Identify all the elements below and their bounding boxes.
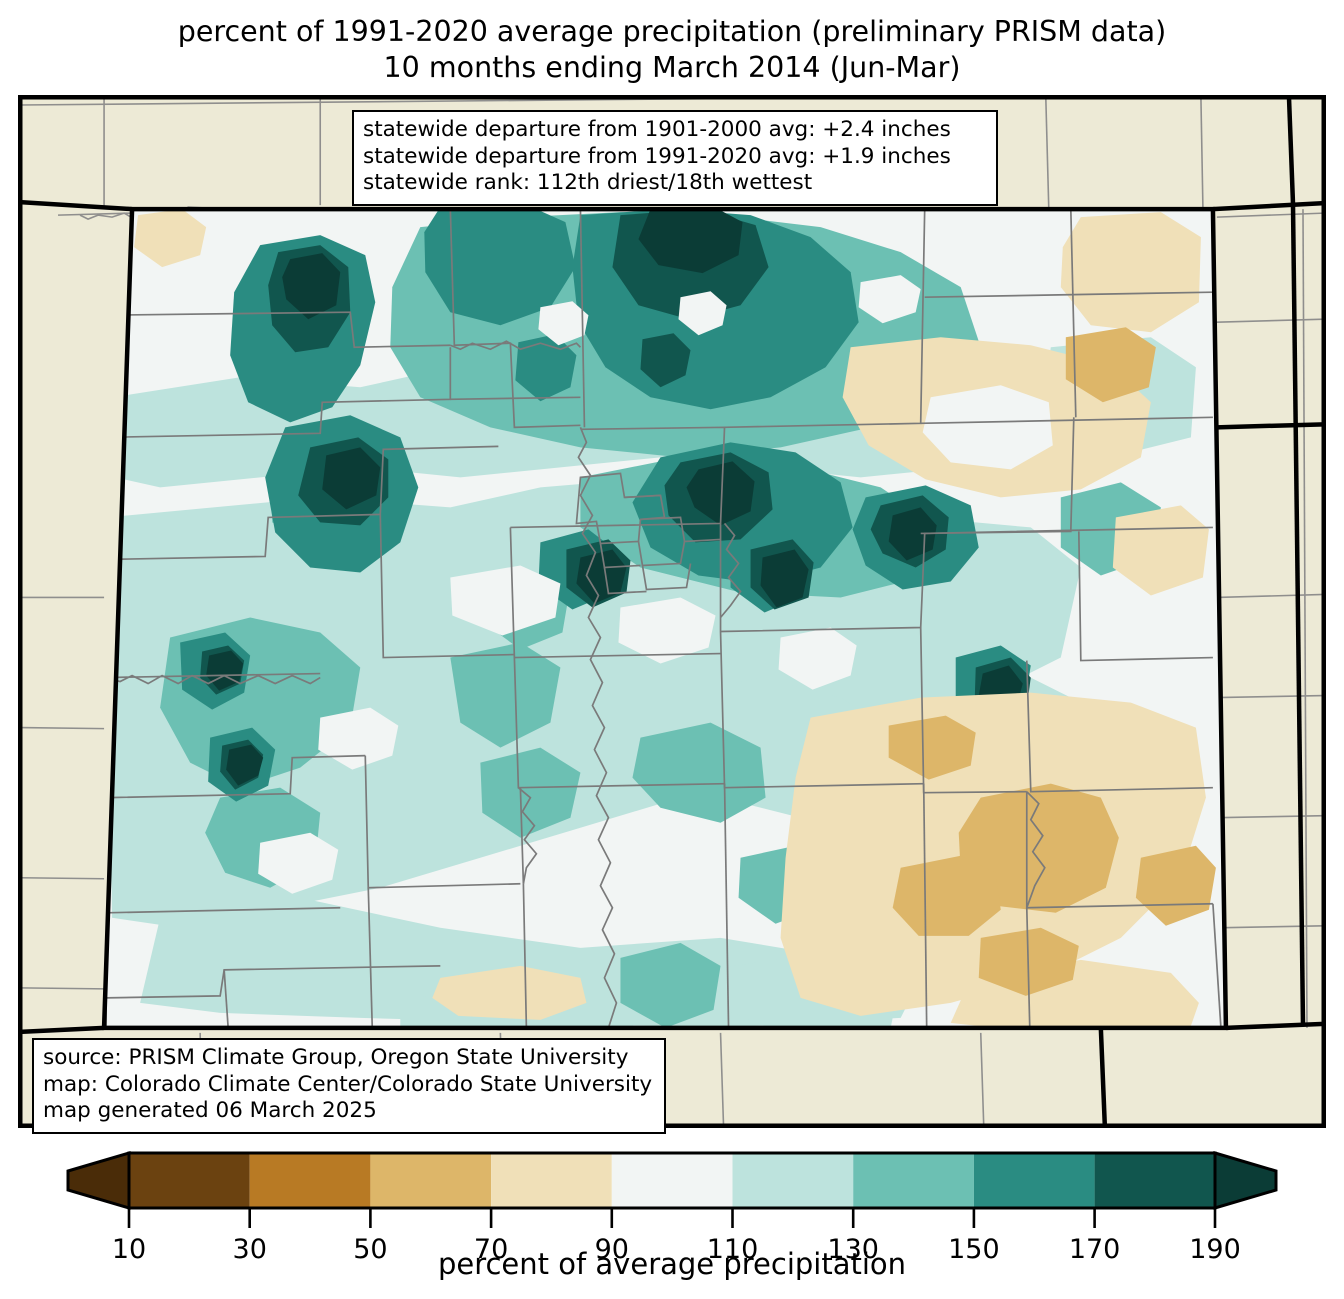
band-50-70 xyxy=(888,327,1216,996)
colorbar-ticks xyxy=(127,1208,1217,1228)
colorado-precipitation-map xyxy=(20,97,1324,1126)
stats-rank: statewide rank: 112th driest/18th wettes… xyxy=(363,170,813,195)
map-canvas xyxy=(18,95,1326,1128)
stats-departure-1901-2000: statewide departure from 1901-2000 avg: … xyxy=(363,117,951,142)
colorbar-svg: 10 30 50 70 90 110 130 150 170 190 xyxy=(66,1150,1278,1265)
colorbar: 10 30 50 70 90 110 130 150 170 190 xyxy=(0,1148,1344,1299)
source-credits-box: source: PRISM Climate Group, Oregon Stat… xyxy=(32,1038,666,1134)
colorado-county-boundaries xyxy=(105,209,1222,1028)
statewide-stats-box: statewide departure from 1901-2000 avg: … xyxy=(352,110,998,206)
tick-label: 90 xyxy=(595,1234,629,1265)
near-normal-patches xyxy=(258,275,1053,894)
colorbar-tick-labels: 10 30 50 70 90 110 130 150 170 190 xyxy=(112,1234,1241,1265)
tick-label: 150 xyxy=(948,1234,1000,1265)
precipitation-shading xyxy=(104,209,1226,1028)
tick-label: 190 xyxy=(1189,1234,1241,1265)
map-frame-border xyxy=(20,97,1324,1126)
map-generated-line: map generated 06 March 2025 xyxy=(43,1098,377,1123)
colorbar-bands xyxy=(129,1153,1216,1208)
tick-label: 10 xyxy=(112,1234,146,1265)
colorbar-axis-label: percent of average precipitation xyxy=(437,1247,907,1281)
band-above-190 xyxy=(206,209,1023,786)
neighboring-state-borders xyxy=(20,97,1324,1126)
tick-label: 30 xyxy=(233,1234,267,1265)
stats-departure-1991-2020: statewide departure from 1991-2020 avg: … xyxy=(363,143,951,169)
map-credit-line: map: Colorado Climate Center/Colorado St… xyxy=(43,1071,653,1097)
tick-label: 130 xyxy=(827,1234,879,1265)
tick-label: 110 xyxy=(707,1234,759,1265)
title-line-1: percent of 1991-2020 average precipitati… xyxy=(177,15,1167,48)
title-line-2: 10 months ending March 2014 (Jun-Mar) xyxy=(383,51,961,84)
page-title: percent of 1991-2020 average precipitati… xyxy=(0,14,1344,86)
source-line: source: PRISM Climate Group, Oregon Stat… xyxy=(43,1045,629,1070)
colorbar-extend-high xyxy=(1213,1150,1278,1211)
tick-label: 50 xyxy=(353,1234,387,1265)
colorbar-extend-low xyxy=(66,1150,131,1211)
tick-label: 70 xyxy=(474,1234,508,1265)
tick-label: 170 xyxy=(1069,1234,1121,1265)
